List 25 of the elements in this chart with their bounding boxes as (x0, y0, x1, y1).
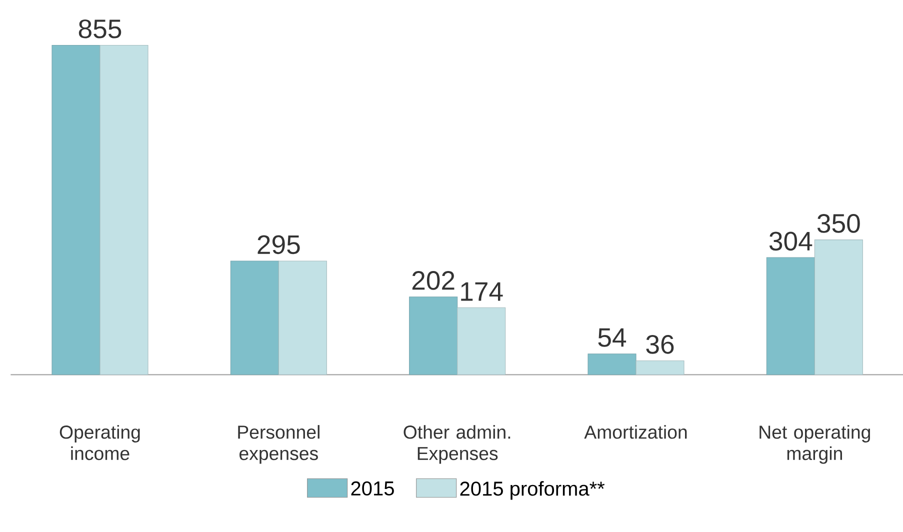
x-tick-label: Amortization (584, 425, 687, 439)
x-tick-label: Operating income (60, 425, 140, 460)
bar (52, 44, 100, 375)
bar (588, 354, 636, 375)
data-label: 174 (461, 282, 503, 301)
x-tick-label: Other admin. Expenses (404, 425, 510, 464)
bar (457, 307, 506, 375)
bar (100, 44, 148, 375)
annotation: 855 (78, 19, 122, 38)
data-label: 202 (412, 271, 454, 290)
bar (636, 360, 684, 375)
bar (230, 260, 279, 375)
legend-label: 2015 proforma** (460, 481, 605, 500)
data-label: 304 (769, 232, 812, 251)
data-label: 350 (817, 214, 860, 233)
bar (766, 257, 815, 375)
bar (814, 240, 863, 375)
x-tick-label: Net operating margin (760, 425, 870, 464)
data-label: 36 (646, 334, 674, 354)
bar (278, 260, 327, 375)
x-tick-label: Personnel expenses (238, 425, 320, 464)
bar (409, 296, 458, 375)
data-label: 54 (598, 328, 626, 347)
annotation: 295 (258, 235, 300, 254)
legend-label: 2015 (351, 481, 394, 496)
